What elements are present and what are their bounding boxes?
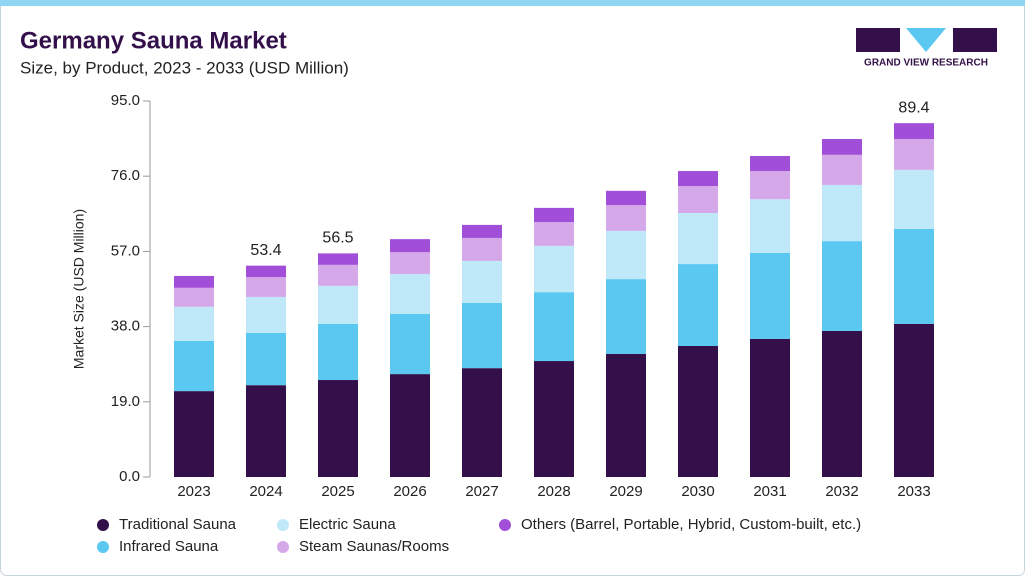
chart-subtitle: Size, by Product, 2023 - 2033 (USD Milli… (20, 58, 349, 77)
bar-segment (822, 330, 862, 477)
x-tick-label: 2025 (321, 483, 354, 500)
legend-label: Steam Saunas/Rooms (299, 538, 449, 555)
bar-segment (462, 224, 502, 238)
bar-segment (246, 277, 286, 297)
x-tick-label: 2026 (393, 483, 426, 500)
y-tick-label: 76.0 (111, 167, 140, 184)
legend-marker (277, 519, 289, 531)
total-label: 56.5 (322, 230, 353, 247)
legend-marker (97, 541, 109, 553)
x-tick-label: 2030 (681, 483, 714, 500)
logo-block (953, 28, 997, 52)
legend-label: Others (Barrel, Portable, Hybrid, Custom… (521, 516, 861, 533)
bar-segment (894, 138, 934, 170)
bar-segment (390, 374, 430, 477)
bar-segment (174, 340, 214, 392)
y-tick-label: 0.0 (119, 468, 140, 485)
bar-segment (678, 213, 718, 265)
x-tick-label: 2029 (609, 483, 642, 500)
bar-segment (750, 156, 790, 172)
bar-segment (678, 186, 718, 214)
bar-segment (534, 222, 574, 246)
bar-segment (318, 323, 358, 381)
bar-segment (246, 332, 286, 386)
legend-label: Infrared Sauna (119, 538, 219, 555)
logo: GRAND VIEW RESEARCH (856, 28, 997, 69)
bar-segment (390, 239, 430, 253)
legend-marker (97, 519, 109, 531)
bar-segment (678, 171, 718, 187)
bar-segment (318, 285, 358, 324)
bar-segment (462, 302, 502, 369)
bar-segment (894, 323, 934, 477)
logo-block (856, 28, 900, 52)
bar-segment (390, 313, 430, 375)
logo-text: GRAND VIEW RESEARCH (864, 58, 988, 69)
bar-segment (750, 199, 790, 253)
bar-segment (606, 205, 646, 231)
bar-segment (606, 353, 646, 477)
bar-segment (534, 292, 574, 362)
bar-segment (246, 385, 286, 477)
y-tick-label: 57.0 (111, 242, 140, 259)
legend-label: Electric Sauna (299, 516, 396, 533)
bar-segment (174, 287, 214, 307)
bar-segment (462, 368, 502, 477)
bar-segment (390, 252, 430, 274)
bar-segment (246, 296, 286, 333)
bar-segment (174, 391, 214, 477)
bar-segment (246, 265, 286, 278)
bar-segment (894, 228, 934, 324)
bar-segment (318, 264, 358, 286)
legend-marker (277, 541, 289, 553)
bar-segment (318, 380, 358, 477)
bar-segment (606, 279, 646, 354)
bar-segment (462, 237, 502, 261)
bar-segment (174, 275, 214, 288)
total-label: 89.4 (898, 99, 929, 116)
y-tick-label: 38.0 (111, 318, 140, 335)
y-tick-label: 95.0 (111, 92, 140, 109)
total-label: 53.4 (250, 242, 281, 259)
y-tick-label: 19.0 (111, 393, 140, 410)
bar-segment (822, 241, 862, 331)
bar-segment (750, 252, 790, 339)
bar-segment (390, 273, 430, 314)
bar-segment (822, 138, 862, 155)
bar-segment (822, 154, 862, 185)
legend-label: Traditional Sauna (119, 516, 237, 533)
x-tick-label: 2027 (465, 483, 498, 500)
bar-segment (894, 123, 934, 139)
chart-title: Germany Sauna Market (20, 27, 287, 54)
bar-segment (534, 361, 574, 477)
x-tick-label: 2032 (825, 483, 858, 500)
bar-segment (822, 184, 862, 242)
bar-segment (318, 253, 358, 265)
x-tick-label: 2024 (249, 483, 282, 500)
top-stripe (0, 0, 1025, 6)
bar-segment (534, 207, 574, 223)
bar-segment (606, 190, 646, 206)
x-tick-label: 2028 (537, 483, 570, 500)
bar-segment (534, 245, 574, 293)
legend-marker (499, 519, 511, 531)
bar-segment (462, 260, 502, 303)
logo-block (906, 28, 946, 52)
bar-segment (174, 306, 214, 341)
bar-segment (750, 171, 790, 200)
x-tick-label: 2031 (753, 483, 786, 500)
bar-segment (678, 264, 718, 346)
x-tick-label: 2033 (897, 483, 930, 500)
bar-segment (606, 230, 646, 280)
x-tick-label: 2023 (177, 483, 210, 500)
bar-segment (894, 169, 934, 229)
y-axis-label: Market Size (USD Million) (71, 209, 87, 369)
bar-segment (750, 338, 790, 477)
bar-segment (678, 345, 718, 477)
